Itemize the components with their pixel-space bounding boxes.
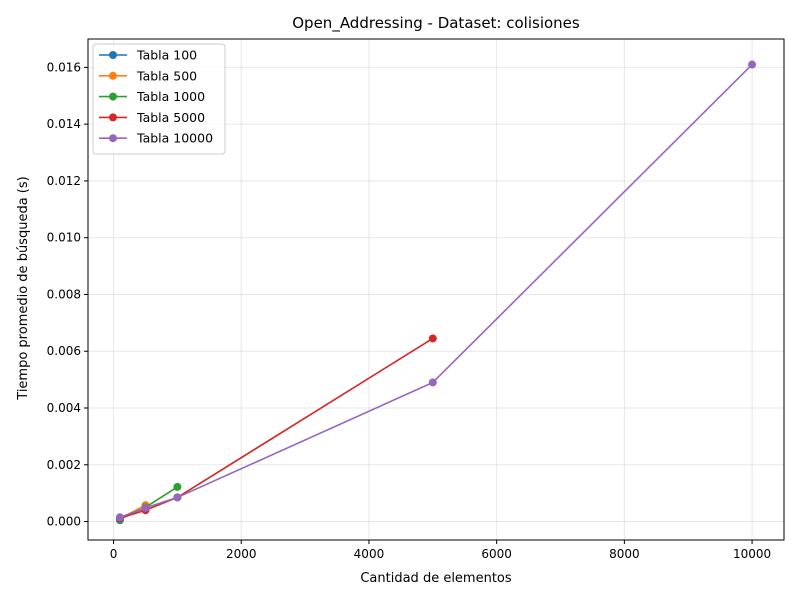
- legend: Tabla 100 Tabla 500 Tabla 1000 Tabla 5000 Ta…: [92, 43, 226, 155]
- x-tick-label: 4000: [354, 547, 385, 561]
- x-tick-label: 10000: [733, 547, 771, 561]
- y-tick-label: 0.002: [47, 458, 81, 472]
- y-tick-label: 0.010: [47, 231, 81, 245]
- grid-lines: [88, 39, 784, 540]
- y-tick-label: 0.012: [47, 174, 81, 188]
- chart-title: Open_Addressing - Dataset: colisiones: [292, 14, 580, 33]
- y-tick-label: 0.006: [47, 344, 81, 358]
- data-point: [748, 60, 757, 69]
- y-tick-label: 0.008: [47, 287, 81, 301]
- y-tick-label: 0.014: [47, 117, 81, 131]
- series-layer: [115, 60, 757, 525]
- y-axis: 0.000 0.002 0.004 0.006 0.008 0.010 0.012 0.014…: [47, 60, 88, 529]
- legend-item: Tabla 100: [99, 48, 197, 63]
- x-tick-label: 0: [110, 547, 118, 561]
- legend-marker: [109, 51, 117, 59]
- y-axis-label: Tiempo promedio de búsqueda (s): [16, 176, 31, 400]
- legend-box: [92, 43, 226, 155]
- legend-marker: [109, 92, 117, 101]
- legend-label: Tabla 500: [136, 68, 197, 83]
- data-point: [115, 513, 124, 522]
- legend-label: Tabla 5000: [136, 110, 205, 125]
- x-tick-label: 6000: [481, 547, 512, 561]
- series-line: [119, 337, 434, 519]
- legend-label: Tabla 100: [136, 48, 197, 63]
- legend-item: Tabla 500: [99, 68, 197, 83]
- data-point: [173, 482, 182, 491]
- y-tick-label: 0.016: [47, 60, 81, 74]
- data-point: [428, 378, 437, 387]
- data-point: [173, 493, 182, 502]
- legend-label: Tabla 1000: [136, 89, 205, 104]
- x-tick-label: 2000: [226, 547, 257, 561]
- legend-marker: [109, 71, 117, 80]
- legend-marker: [109, 134, 117, 143]
- legend-label: Tabla 10000: [136, 131, 213, 146]
- data-point: [141, 503, 150, 512]
- legend-item: Tabla 5000: [99, 110, 205, 125]
- legend-marker: [109, 113, 117, 122]
- y-tick-label: 0.004: [47, 401, 81, 415]
- series-tabla-10000: [115, 60, 757, 522]
- x-axis-label: Cantidad de elementos: [360, 571, 512, 586]
- legend-item: Tabla 1000: [99, 89, 205, 104]
- data-point: [428, 334, 437, 343]
- legend-item: Tabla 10000: [99, 131, 213, 146]
- x-tick-label: 8000: [609, 547, 640, 561]
- y-tick-label: 0.000: [47, 515, 81, 529]
- plot-frame: [87, 38, 785, 541]
- x-axis: 0 2000 4000 6000 8000 10000: [110, 540, 771, 561]
- series-tabla-5000: [115, 334, 437, 523]
